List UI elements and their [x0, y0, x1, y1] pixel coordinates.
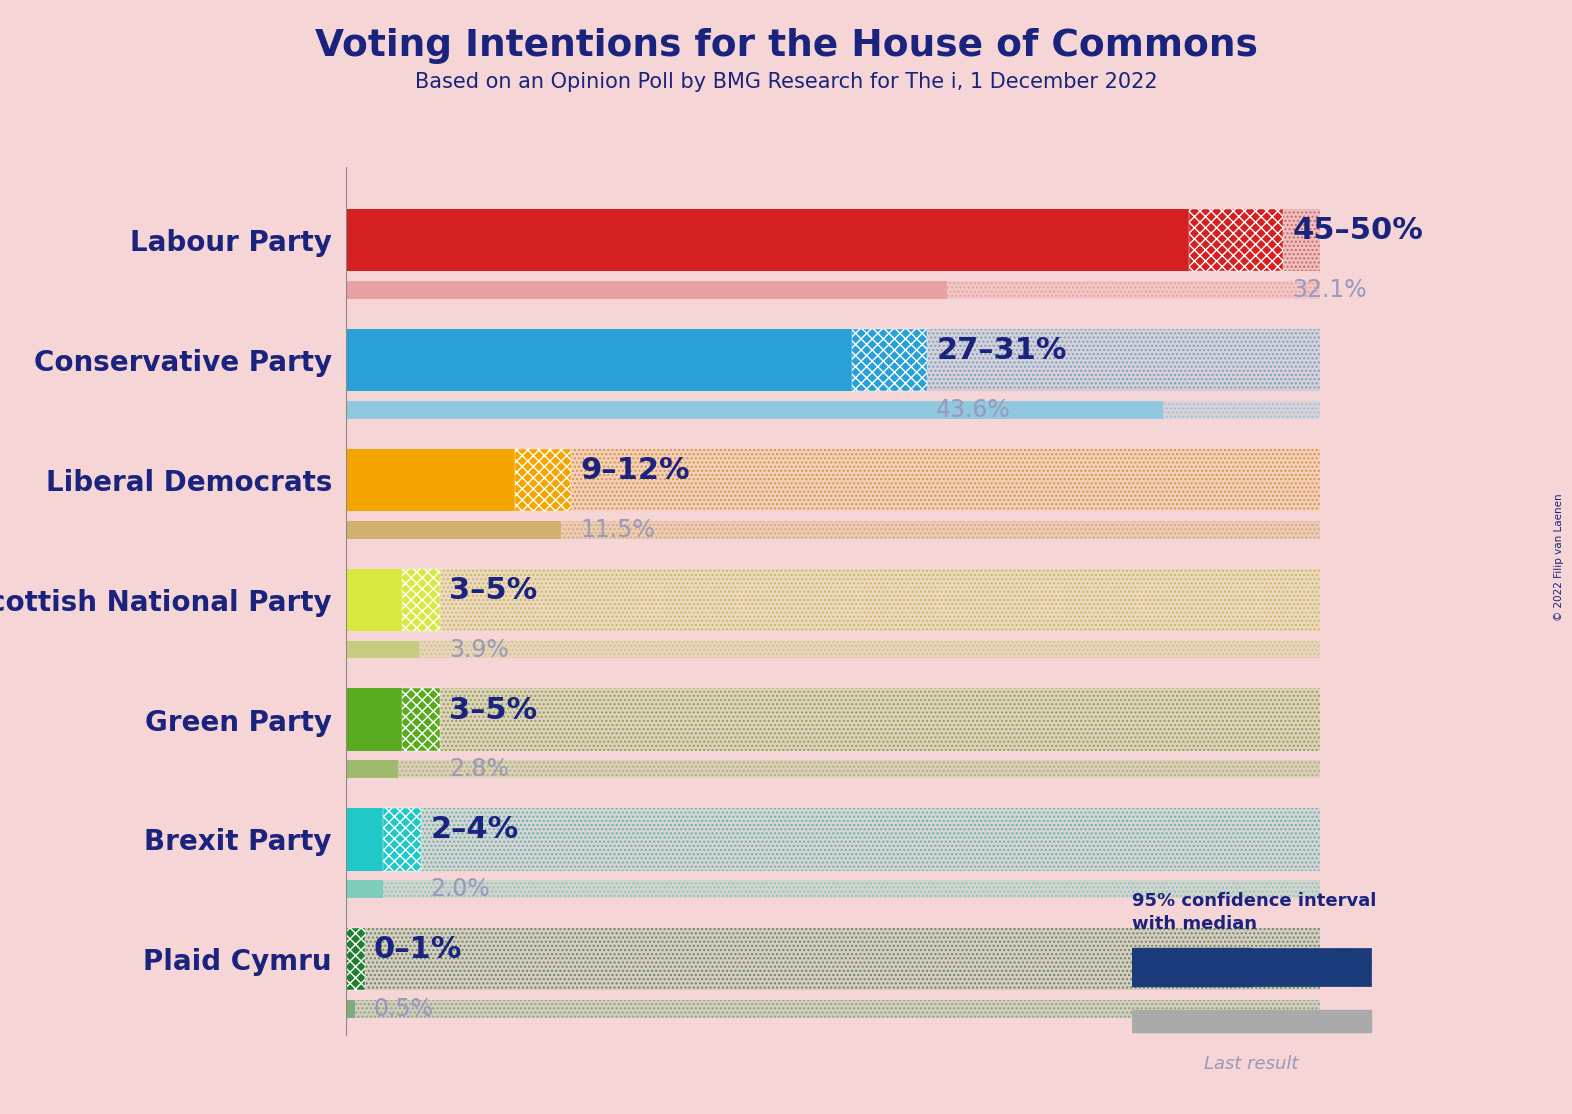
Bar	[346, 928, 1320, 990]
Bar	[346, 761, 398, 779]
Bar	[346, 1000, 1320, 1018]
Bar	[346, 401, 1320, 419]
Bar	[346, 449, 1320, 511]
Bar	[346, 641, 1320, 658]
Bar	[346, 928, 1320, 990]
Bar	[346, 1000, 1320, 1018]
Bar	[402, 568, 440, 631]
Bar	[346, 281, 1320, 299]
Text: Last result: Last result	[1204, 1055, 1298, 1073]
Bar	[346, 209, 1320, 272]
Bar	[346, 449, 514, 511]
Bar	[852, 329, 927, 391]
Text: 95% confidence interval
with median: 95% confidence interval with median	[1132, 891, 1376, 934]
Bar	[346, 809, 1320, 871]
Bar	[346, 449, 1320, 511]
Bar	[346, 281, 948, 299]
Bar	[346, 568, 1320, 631]
Bar	[514, 449, 571, 511]
Bar	[346, 329, 852, 391]
Bar	[346, 401, 1163, 419]
Bar	[346, 1000, 355, 1018]
Text: 3.9%: 3.9%	[450, 637, 509, 662]
Bar	[346, 880, 1320, 898]
Bar	[346, 809, 384, 871]
Text: 2–4%: 2–4%	[431, 815, 519, 844]
Text: 2.8%: 2.8%	[450, 758, 509, 781]
Bar	[346, 520, 561, 539]
Bar	[346, 209, 1320, 272]
Bar	[346, 329, 1320, 391]
Bar	[346, 761, 1320, 779]
Bar	[1132, 1009, 1371, 1032]
Bar	[1251, 948, 1371, 987]
Text: 2.0%: 2.0%	[431, 877, 490, 901]
Bar	[346, 641, 418, 658]
Bar	[402, 688, 440, 751]
Text: 3–5%: 3–5%	[450, 695, 538, 724]
Bar	[1190, 209, 1283, 272]
Bar	[346, 688, 1320, 751]
Bar	[346, 281, 1320, 299]
Bar	[346, 809, 1320, 871]
Bar	[1132, 948, 1251, 987]
Text: Based on an Opinion Poll by BMG Research for The i, 1 December 2022: Based on an Opinion Poll by BMG Research…	[415, 72, 1157, 92]
Bar	[346, 329, 1320, 391]
Bar	[346, 880, 384, 898]
Bar	[346, 880, 1320, 898]
Text: 32.1%: 32.1%	[1292, 278, 1368, 302]
Bar	[346, 520, 1320, 539]
Bar	[346, 641, 1320, 658]
Text: 11.5%: 11.5%	[580, 518, 656, 541]
Bar	[346, 688, 402, 751]
Text: 0–1%: 0–1%	[374, 936, 462, 965]
Text: © 2022 Filip van Laenen: © 2022 Filip van Laenen	[1555, 494, 1564, 620]
Bar	[346, 761, 1320, 779]
Text: 9–12%: 9–12%	[580, 456, 690, 485]
Bar	[384, 809, 421, 871]
Text: 45–50%: 45–50%	[1292, 216, 1423, 245]
Text: 27–31%: 27–31%	[937, 336, 1067, 365]
Bar	[346, 928, 365, 990]
Bar	[346, 401, 1320, 419]
Bar	[346, 209, 1190, 272]
Bar	[346, 568, 402, 631]
Text: Voting Intentions for the House of Commons: Voting Intentions for the House of Commo…	[314, 28, 1258, 63]
Bar	[346, 520, 1320, 539]
Text: 3–5%: 3–5%	[450, 576, 538, 605]
Bar	[346, 688, 1320, 751]
Text: 0.5%: 0.5%	[374, 997, 434, 1022]
Text: 43.6%: 43.6%	[937, 398, 1011, 422]
Bar	[346, 568, 1320, 631]
